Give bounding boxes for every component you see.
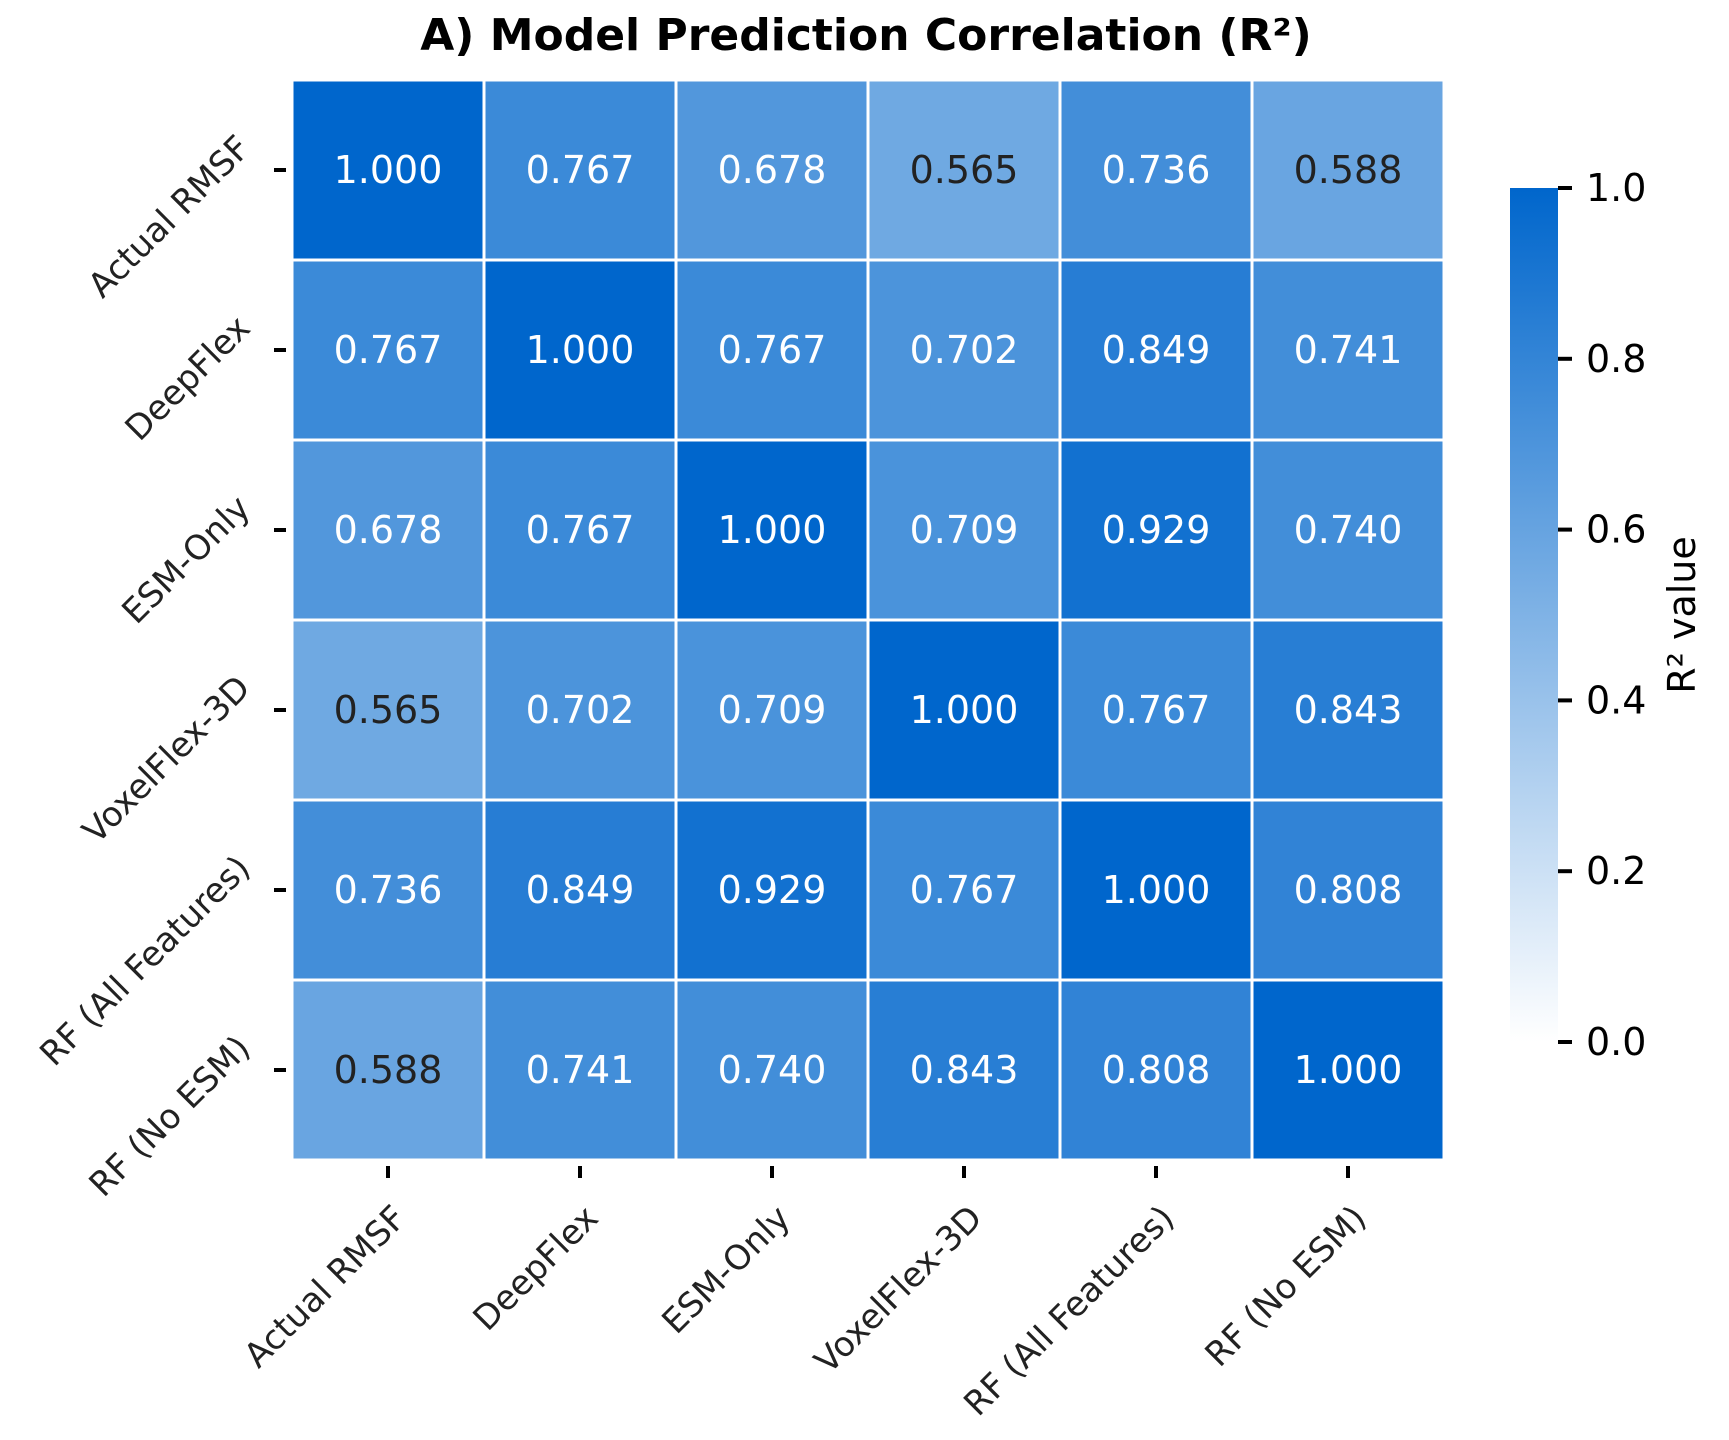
cell-value-label: 0.767 bbox=[334, 328, 443, 372]
heatmap-cells: 1.000 0.767 0.678 0.565 0.736 0.588 0.767 1.000… bbox=[290, 78, 1446, 1162]
heatmap-cell bbox=[1250, 78, 1446, 262]
colorbar: 0.0 0.2 0.4 0.6 0.8 1.0 R² value bbox=[1510, 166, 1704, 1064]
heatmap-cell bbox=[674, 618, 870, 802]
heatmap-cell bbox=[482, 438, 678, 622]
cell-value-label: 0.678 bbox=[718, 148, 827, 192]
cell-value-label: 0.740 bbox=[1294, 508, 1403, 552]
colorbar-tick-label: 0.6 bbox=[1586, 508, 1646, 552]
cell-value-label: 1.000 bbox=[526, 328, 635, 372]
colorbar-ticks: 0.0 0.2 0.4 0.6 0.8 1.0 bbox=[1558, 166, 1646, 1064]
cell-value-label: 0.736 bbox=[334, 868, 443, 912]
cell-value-label: 0.702 bbox=[526, 688, 635, 732]
y-tick-label: VoxelFlex-3D bbox=[75, 668, 258, 851]
cell-value-label: 0.767 bbox=[910, 868, 1019, 912]
cell-value-label: 0.702 bbox=[910, 328, 1019, 372]
cell-value-label: 0.849 bbox=[1102, 328, 1211, 372]
x-tick-label: RF (All Features) bbox=[956, 1198, 1182, 1424]
cell-value-label: 0.736 bbox=[1102, 148, 1211, 192]
cell-value-label: 0.767 bbox=[718, 328, 827, 372]
x-axis: Actual RMSF DeepFlex ESM-Only VoxelFlex-3DR… bbox=[237, 1166, 1375, 1424]
cell-value-label: 0.843 bbox=[910, 1048, 1019, 1092]
heatmap-cell bbox=[866, 978, 1062, 1162]
cell-value-label: 0.588 bbox=[1294, 148, 1403, 192]
cell-value-label: 0.849 bbox=[526, 868, 635, 912]
heatmap-cell bbox=[290, 78, 486, 262]
heatmap-cell bbox=[866, 618, 1062, 802]
cell-value-label: 1.000 bbox=[334, 148, 443, 192]
heatmap-cell bbox=[482, 258, 678, 442]
cell-value-label: 0.678 bbox=[334, 508, 443, 552]
heatmap-cell bbox=[1250, 978, 1446, 1162]
cell-value-label: 0.767 bbox=[1102, 688, 1211, 732]
cell-value-label: 0.929 bbox=[718, 868, 827, 912]
colorbar-tick-label: 0.4 bbox=[1586, 678, 1646, 722]
cell-value-label: 0.808 bbox=[1294, 868, 1403, 912]
heatmap-cell bbox=[1250, 438, 1446, 622]
heatmap-cell bbox=[482, 78, 678, 262]
heatmap-cell bbox=[1058, 978, 1254, 1162]
cell-value-label: 0.741 bbox=[1294, 328, 1403, 372]
heatmap-cell bbox=[1058, 438, 1254, 622]
x-tick-label: Actual RMSF bbox=[237, 1198, 415, 1376]
heatmap-cell bbox=[1058, 618, 1254, 802]
cell-value-label: 1.000 bbox=[910, 688, 1019, 732]
cell-value-label: 0.709 bbox=[718, 688, 827, 732]
x-tick-label: VoxelFlex-3D bbox=[807, 1198, 990, 1381]
cell-value-label: 0.767 bbox=[526, 508, 635, 552]
heatmap-cell bbox=[290, 978, 486, 1162]
heatmap-cell bbox=[1250, 618, 1446, 802]
colorbar-tick-label: 0.8 bbox=[1586, 337, 1646, 381]
x-tick-label: RF (No ESM) bbox=[1198, 1198, 1375, 1375]
cell-value-label: 0.741 bbox=[526, 1048, 635, 1092]
y-tick-label: DeepFlex bbox=[118, 308, 259, 449]
heatmap-cell bbox=[290, 798, 486, 982]
x-tick-label: DeepFlex bbox=[466, 1198, 607, 1339]
heatmap-cell bbox=[482, 618, 678, 802]
heatmap-cell bbox=[1250, 258, 1446, 442]
colorbar-tick-label: 0.0 bbox=[1586, 1020, 1646, 1064]
colorbar-label: R² value bbox=[1660, 536, 1704, 694]
colorbar-tick-label: 1.0 bbox=[1586, 166, 1646, 210]
cell-value-label: 0.843 bbox=[1294, 688, 1403, 732]
chart-title: A) Model Prediction Correlation (R²) bbox=[420, 10, 1312, 61]
y-tick-label: ESM-Only bbox=[114, 488, 258, 632]
heatmap-cell bbox=[1250, 798, 1446, 982]
y-tick-label: RF (No ESM) bbox=[82, 1028, 259, 1205]
cell-value-label: 0.709 bbox=[910, 508, 1019, 552]
heatmap-cell bbox=[290, 618, 486, 802]
colorbar-gradient bbox=[1510, 188, 1558, 1042]
cell-value-label: 0.740 bbox=[718, 1048, 827, 1092]
colorbar-tick-label: 0.2 bbox=[1586, 849, 1646, 893]
heatmap-cell bbox=[674, 78, 870, 262]
y-tick-label: Actual RMSF bbox=[81, 128, 259, 306]
cell-value-label: 0.929 bbox=[1102, 508, 1211, 552]
cell-value-label: 1.000 bbox=[718, 508, 827, 552]
cell-value-label: 0.565 bbox=[334, 688, 443, 732]
heatmap-cell bbox=[866, 438, 1062, 622]
heatmap-cell bbox=[1058, 798, 1254, 982]
heatmap-cell bbox=[866, 798, 1062, 982]
cell-value-label: 0.565 bbox=[910, 148, 1019, 192]
cell-value-label: 0.808 bbox=[1102, 1048, 1211, 1092]
cell-value-label: 1.000 bbox=[1102, 868, 1211, 912]
heatmap-cell bbox=[866, 258, 1062, 442]
heatmap-cell bbox=[674, 798, 870, 982]
x-tick-label: ESM-Only bbox=[654, 1198, 798, 1342]
cell-value-label: 0.588 bbox=[334, 1048, 443, 1092]
cell-value-label: 0.767 bbox=[526, 148, 635, 192]
cell-value-label: 1.000 bbox=[1294, 1048, 1403, 1092]
